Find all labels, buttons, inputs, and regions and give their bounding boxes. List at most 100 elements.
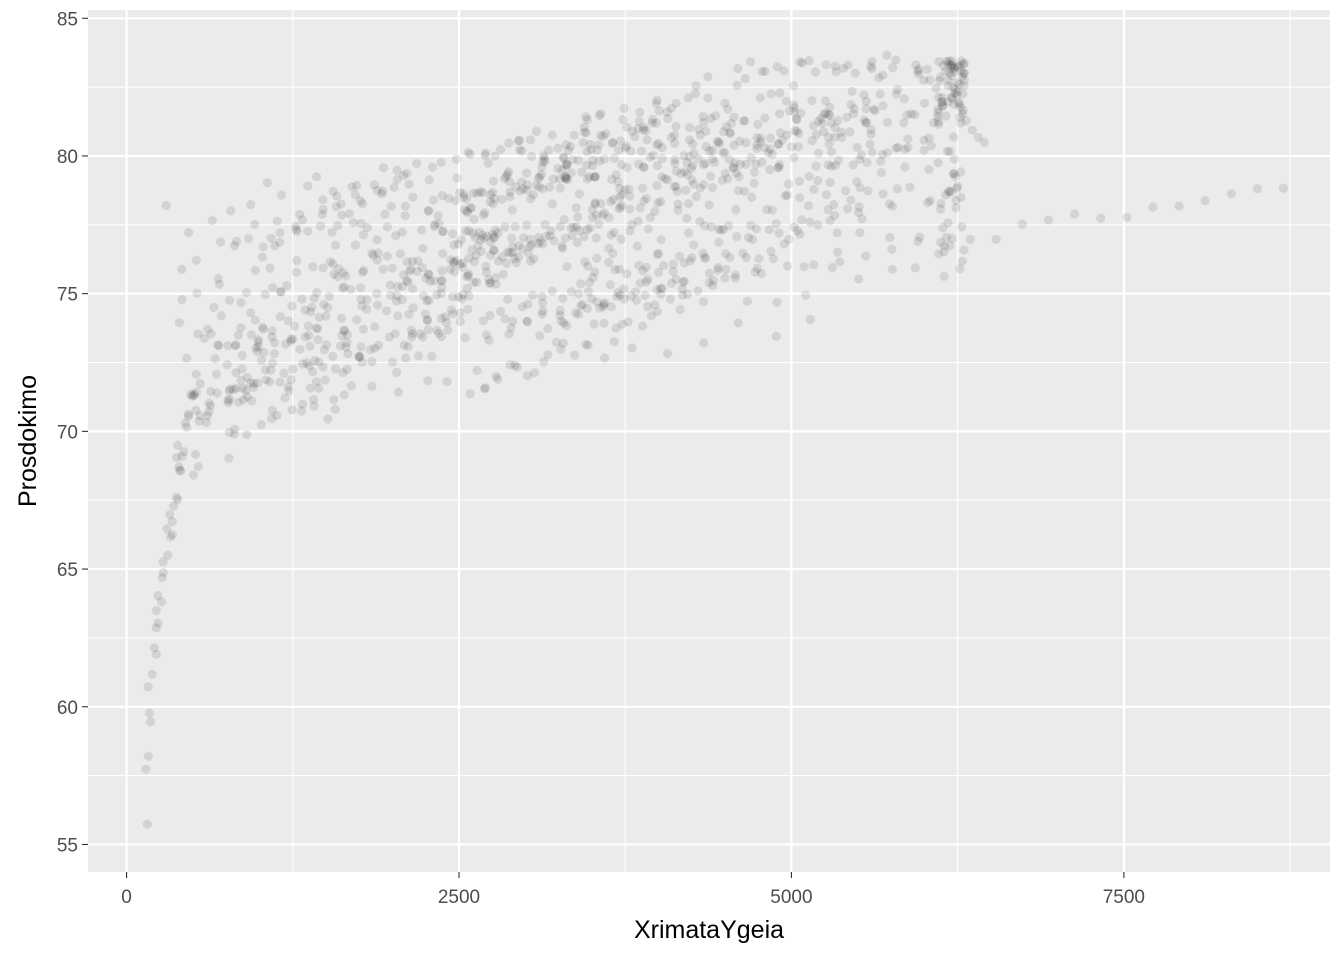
data-point — [829, 200, 839, 210]
data-point — [579, 127, 589, 137]
data-point — [817, 118, 827, 128]
data-point — [189, 390, 199, 401]
data-point — [250, 219, 260, 229]
data-point — [456, 235, 466, 245]
data-point — [779, 239, 790, 249]
data-point — [356, 342, 366, 352]
data-point — [878, 70, 888, 80]
data-point — [691, 81, 701, 91]
data-point — [428, 162, 438, 172]
data-point — [389, 182, 399, 192]
data-point — [212, 388, 222, 398]
data-point — [367, 381, 377, 391]
data-point — [402, 257, 412, 267]
data-point — [805, 217, 815, 227]
data-point — [677, 290, 688, 300]
data-point — [342, 330, 352, 340]
data-point — [191, 405, 201, 415]
data-point — [382, 251, 392, 261]
data-point — [469, 214, 479, 224]
data-point — [142, 819, 152, 829]
data-point — [944, 68, 955, 78]
data-point — [307, 302, 317, 312]
data-point — [652, 95, 662, 105]
data-point — [447, 292, 458, 302]
data-point — [560, 233, 571, 243]
data-point — [291, 225, 301, 235]
data-point — [283, 382, 293, 392]
data-point — [682, 157, 692, 168]
data-point — [949, 169, 959, 179]
data-point — [959, 68, 969, 78]
data-point — [558, 152, 569, 162]
data-point — [192, 288, 202, 298]
data-point — [673, 205, 683, 215]
data-point — [311, 323, 321, 333]
data-point — [338, 283, 348, 293]
data-point — [610, 265, 620, 275]
data-point — [384, 332, 394, 342]
data-point — [350, 190, 360, 200]
data-point — [741, 252, 751, 263]
data-point — [310, 355, 320, 366]
data-point — [224, 453, 234, 463]
data-point — [639, 163, 649, 173]
data-point — [382, 306, 392, 316]
data-point — [167, 530, 177, 540]
data-point — [404, 309, 414, 319]
data-point — [893, 143, 903, 153]
data-point — [799, 262, 809, 272]
data-point — [612, 292, 622, 302]
data-point — [805, 314, 815, 325]
data-point — [565, 142, 576, 152]
data-point — [508, 242, 518, 252]
data-point — [562, 262, 572, 272]
data-point — [193, 329, 203, 339]
data-point — [684, 199, 694, 209]
data-point — [933, 158, 943, 168]
data-point — [959, 75, 969, 85]
data-point — [957, 72, 967, 82]
data-point — [343, 349, 353, 359]
data-point — [689, 179, 699, 189]
data-point — [167, 517, 177, 527]
data-point — [488, 233, 498, 243]
data-point — [622, 122, 632, 132]
data-point — [287, 301, 297, 311]
data-point — [821, 60, 831, 70]
data-point — [617, 190, 627, 200]
data-point — [543, 350, 553, 360]
data-point — [789, 222, 799, 232]
data-point — [500, 222, 510, 232]
data-point — [618, 115, 628, 125]
data-point — [462, 283, 472, 293]
data-point — [501, 171, 511, 182]
data-point — [655, 283, 666, 294]
data-point — [332, 191, 342, 201]
data-point — [979, 137, 989, 147]
data-point — [635, 203, 645, 213]
data-point — [1148, 202, 1158, 212]
data-point — [946, 92, 956, 102]
data-point — [242, 392, 252, 402]
data-point — [317, 209, 327, 219]
data-point — [747, 192, 757, 202]
data-point — [656, 289, 666, 299]
data-point — [568, 155, 578, 165]
data-point — [900, 162, 910, 172]
data-point — [562, 159, 572, 169]
data-point — [191, 369, 201, 379]
data-point — [559, 215, 569, 225]
data-point — [681, 185, 691, 195]
data-point — [947, 60, 957, 70]
data-point — [547, 199, 557, 209]
data-point — [641, 193, 652, 203]
data-point — [721, 264, 731, 274]
data-point — [882, 117, 893, 127]
data-point — [523, 248, 533, 258]
data-point — [774, 228, 784, 238]
data-point — [757, 157, 767, 167]
data-point — [796, 108, 806, 118]
data-point — [485, 190, 496, 200]
